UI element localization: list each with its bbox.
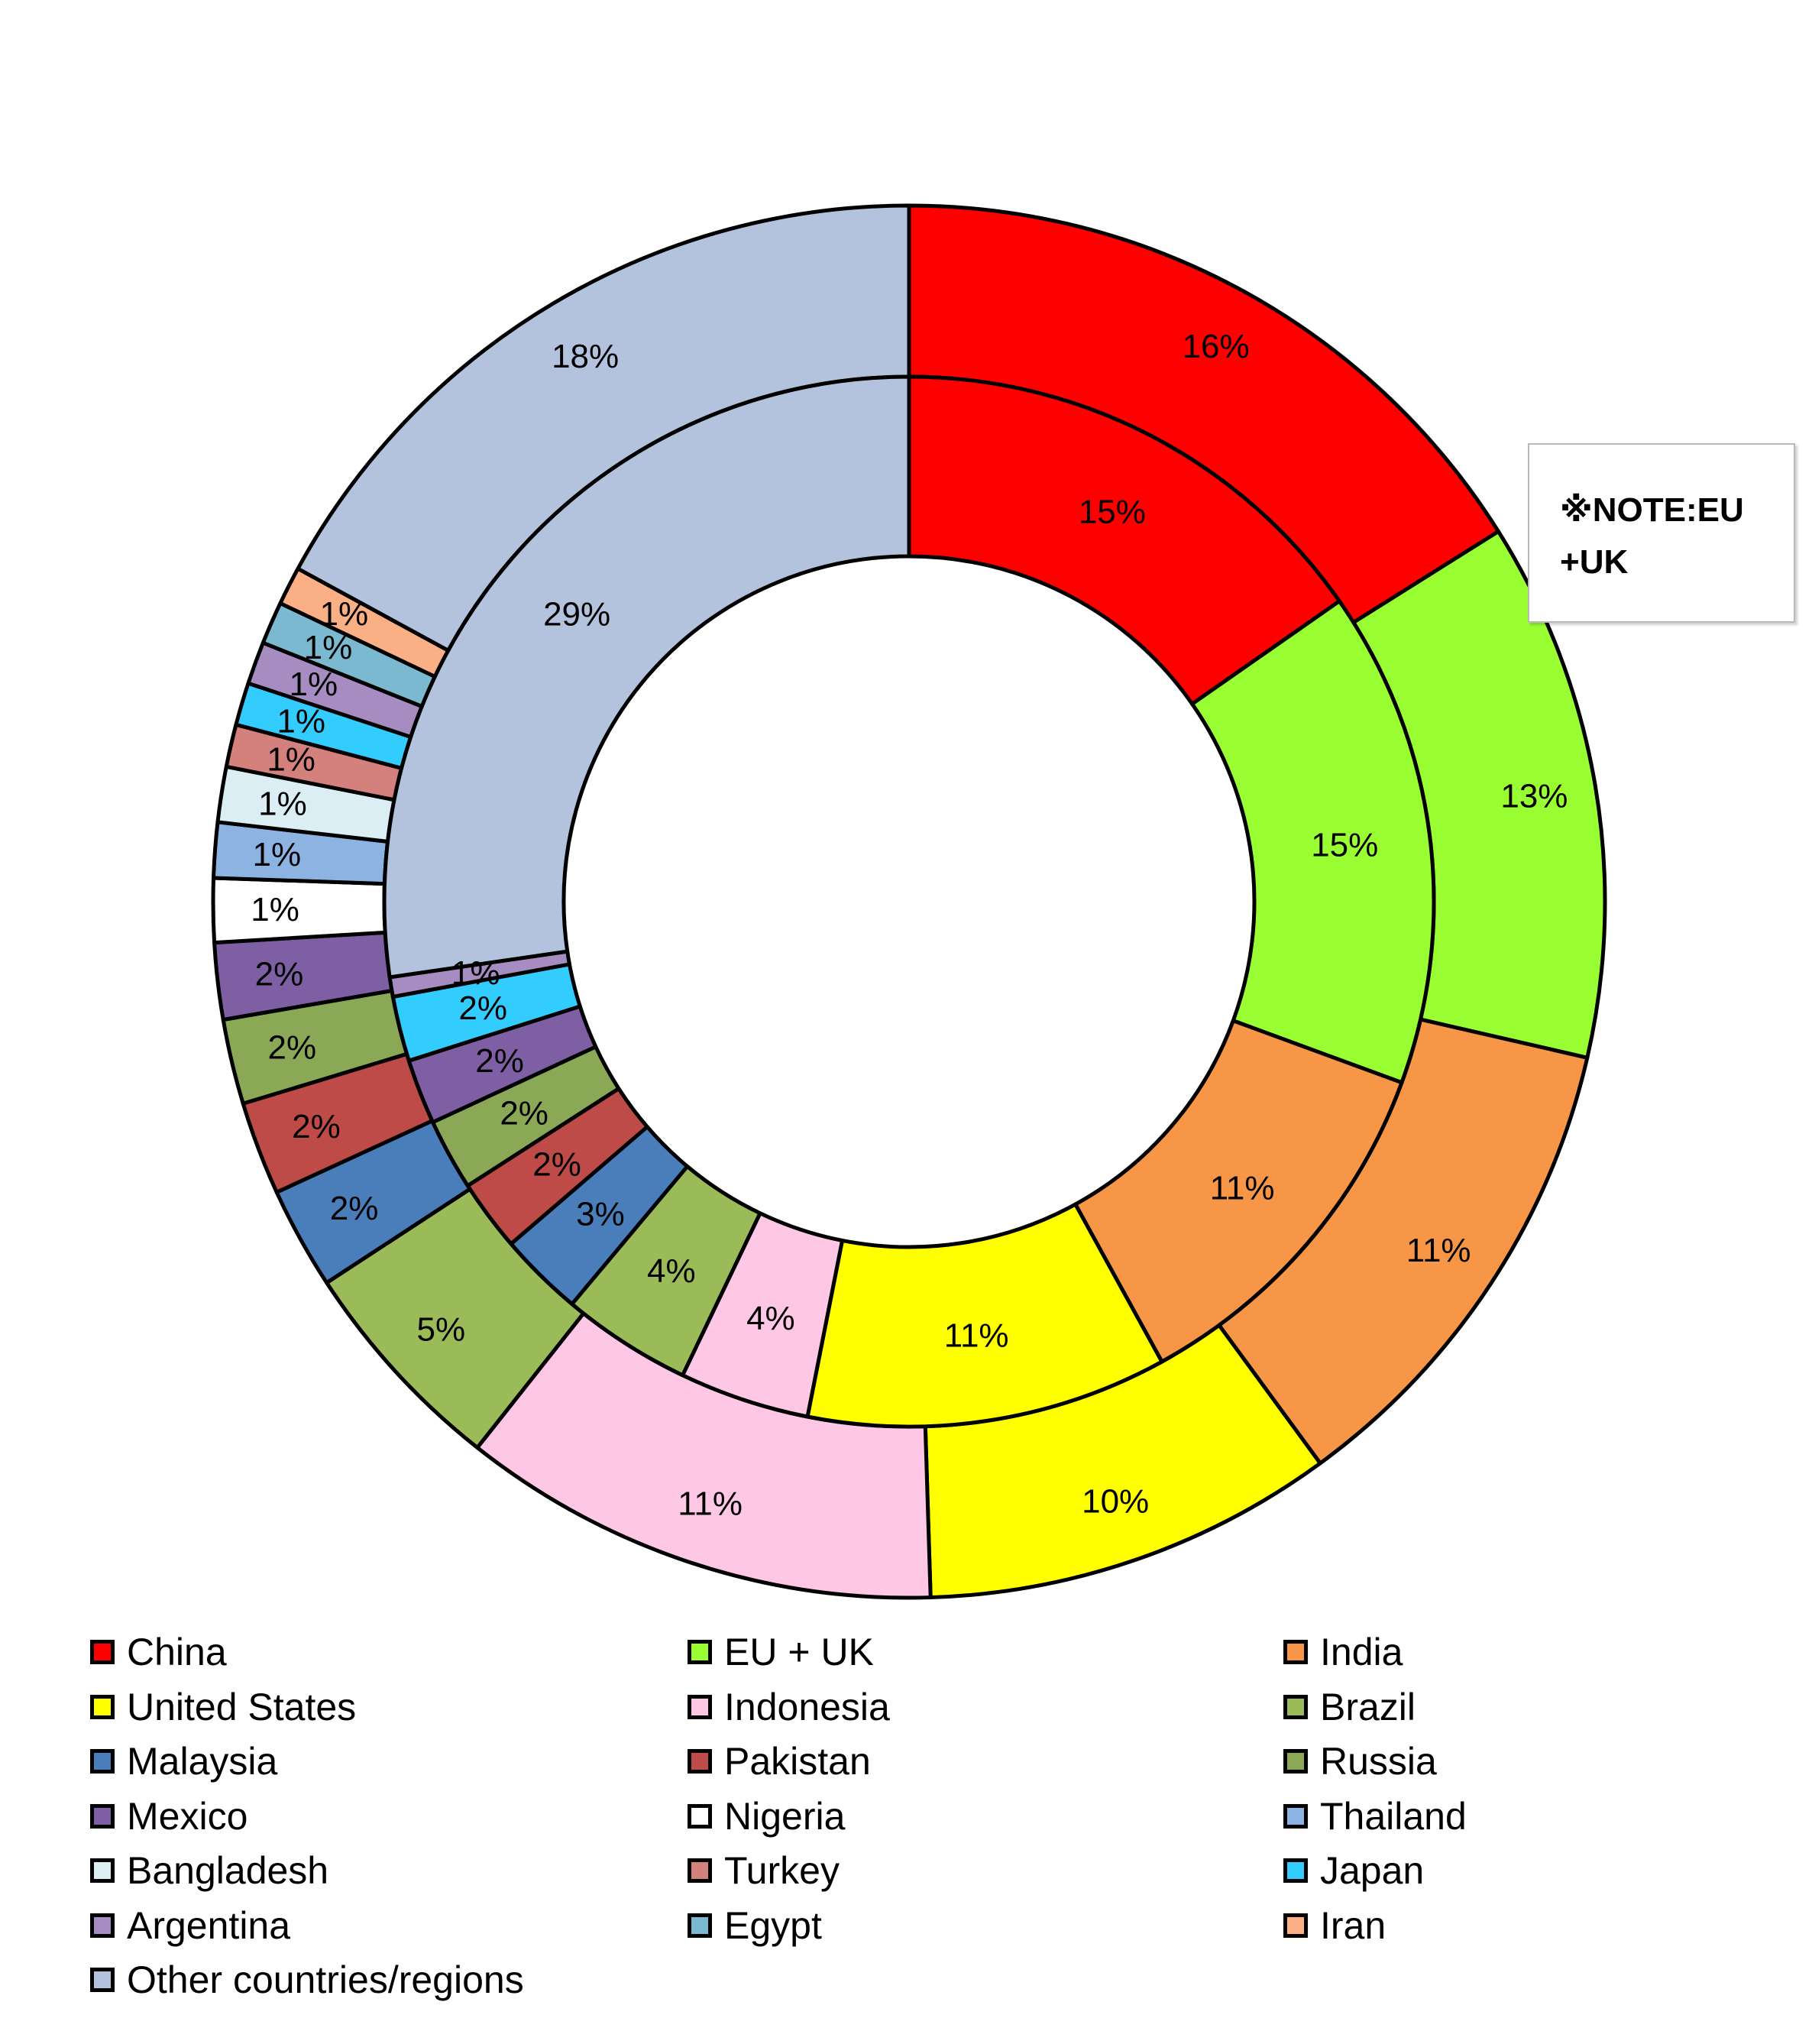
- legend-label: Mexico: [127, 1794, 248, 1838]
- legend-item-indonesia: Indonesia: [688, 1684, 890, 1730]
- outer-ring-label-nigeria: 1%: [251, 891, 299, 928]
- inner-ring-label-united-states: 11%: [944, 1317, 1009, 1355]
- legend-swatch: [1283, 1803, 1308, 1829]
- outer-ring-label-brazil: 5%: [417, 1310, 466, 1348]
- inner-ring-label-brazil: 4%: [647, 1252, 696, 1290]
- inner-ring-label-malaysia: 3%: [576, 1196, 625, 1233]
- inner-ring: [382, 374, 1436, 1429]
- outer-ring-label-argentina: 1%: [290, 666, 338, 703]
- outer-ring-label-united-states: 10%: [1082, 1482, 1149, 1520]
- legend-swatch: [688, 1694, 712, 1719]
- legend-swatch: [1283, 1694, 1308, 1719]
- inner-ring-label-india: 11%: [1210, 1169, 1275, 1207]
- outer-ring-label-russia: 2%: [268, 1029, 317, 1067]
- note-box: ※NOTE:EU +UK: [1528, 443, 1795, 623]
- legend-item-malaysia: Malaysia: [90, 1738, 277, 1784]
- outer-ring-label-china: 16%: [1183, 328, 1250, 365]
- legend-label: Brazil: [1320, 1685, 1416, 1728]
- outer-ring-label-eu-uk: 13%: [1500, 777, 1568, 815]
- note-text: ※NOTE:EU +UK: [1560, 491, 1744, 581]
- legend-item-iran: Iran: [1283, 1903, 1386, 1948]
- outer-ring-label-other-countries-regions: 18%: [552, 338, 619, 375]
- legend-label: Malaysia: [127, 1740, 278, 1783]
- legend-label: EU + UK: [724, 1631, 874, 1673]
- legend-label: Turkey: [724, 1849, 840, 1892]
- legend-item-thailand: Thailand: [1283, 1793, 1467, 1839]
- inner-ring-label-mexico: 2%: [475, 1042, 524, 1080]
- inner-ring-label-indonesia: 4%: [746, 1300, 795, 1337]
- legend-label: Pakistan: [724, 1740, 871, 1783]
- legend-label: India: [1320, 1631, 1403, 1673]
- legend-item-india: India: [1283, 1629, 1403, 1675]
- legend-label: Russia: [1320, 1740, 1437, 1783]
- outer-ring-label-pakistan: 2%: [292, 1108, 341, 1145]
- legend-swatch: [90, 1803, 115, 1829]
- legend-item-bangladesh: Bangladesh: [90, 1848, 328, 1893]
- inner-ring-label-china: 15%: [1079, 494, 1146, 531]
- legend-item-china: China: [90, 1629, 227, 1675]
- legend-item-argentina: Argentina: [90, 1903, 290, 1948]
- legend-swatch: [90, 1640, 115, 1664]
- legend-label: Other countries/regions: [127, 1958, 524, 2001]
- inner-ring-slice-china: [907, 374, 1341, 706]
- legend-item-united-states: United States: [90, 1684, 356, 1730]
- legend-item-russia: Russia: [1283, 1738, 1437, 1784]
- inner-ring-label-japan: 2%: [458, 990, 507, 1027]
- legend-swatch: [90, 1913, 115, 1938]
- outer-ring-label-iran: 1%: [320, 595, 369, 633]
- legend-swatch: [688, 1913, 712, 1938]
- legend-label: Bangladesh: [127, 1849, 329, 1892]
- legend-label: Egypt: [724, 1903, 822, 1947]
- inner-ring-slice-other-countries-regions: [382, 374, 911, 980]
- inner-ring-slice-eu-uk: [1190, 599, 1436, 1085]
- legend-label: Japan: [1320, 1849, 1425, 1892]
- legend-label: Thailand: [1320, 1794, 1467, 1838]
- legend-item-egypt: Egypt: [688, 1903, 822, 1948]
- legend-item-japan: Japan: [1283, 1848, 1424, 1893]
- outer-ring-label-egypt: 1%: [304, 629, 353, 666]
- outer-ring-label-india: 11%: [1406, 1232, 1471, 1269]
- legend-label: Iran: [1320, 1903, 1387, 1947]
- legend-swatch: [688, 1749, 712, 1774]
- legend-label: United States: [127, 1685, 357, 1728]
- legend-label: Nigeria: [724, 1794, 846, 1838]
- legend-swatch: [1283, 1858, 1308, 1883]
- legend-swatch: [90, 1749, 115, 1774]
- legend-swatch: [90, 1694, 115, 1719]
- outer-ring-label-turkey: 1%: [267, 740, 315, 778]
- legend-swatch: [1283, 1640, 1308, 1664]
- legend-item-eu-uk: EU + UK: [688, 1629, 874, 1675]
- inner-ring-label-russia: 2%: [500, 1095, 548, 1132]
- inner-ring-label-pakistan: 2%: [532, 1145, 581, 1183]
- legend-swatch: [1283, 1913, 1308, 1938]
- legend-swatch: [1283, 1749, 1308, 1774]
- legend-label: Argentina: [127, 1903, 291, 1947]
- outer-ring-label-indonesia: 11%: [678, 1485, 743, 1523]
- legend-item-turkey: Turkey: [688, 1848, 840, 1893]
- outer-ring-label-japan: 1%: [277, 703, 325, 740]
- legend-item-brazil: Brazil: [1283, 1684, 1416, 1730]
- legend-item-pakistan: Pakistan: [688, 1738, 871, 1784]
- legend-swatch: [688, 1803, 712, 1829]
- legend-swatch: [688, 1858, 712, 1883]
- outer-ring-label-mexico: 2%: [255, 955, 304, 993]
- legend-label: China: [127, 1631, 227, 1673]
- legend-item-mexico: Mexico: [90, 1793, 248, 1839]
- legend-swatch: [90, 1968, 115, 1992]
- inner-ring-label-other-countries-regions: 29%: [543, 595, 610, 633]
- legend-item-other-countries-regions: Other countries/regions: [90, 1957, 524, 2003]
- legend-label: Indonesia: [724, 1685, 890, 1728]
- inner-ring-label-argentina: 1%: [451, 954, 500, 992]
- legend-item-nigeria: Nigeria: [688, 1793, 845, 1839]
- slice-labels: 16%13%11%10%11%5%2%2%2%2%1%1%1%1%1%1%1%1…: [251, 328, 1568, 1522]
- inner-ring-label-eu-uk: 15%: [1311, 827, 1378, 864]
- outer-ring-label-malaysia: 2%: [330, 1190, 379, 1227]
- legend-swatch: [688, 1640, 712, 1664]
- outer-ring-label-bangladesh: 1%: [258, 785, 307, 822]
- outer-ring-label-thailand: 1%: [252, 836, 301, 873]
- legend-swatch: [90, 1858, 115, 1883]
